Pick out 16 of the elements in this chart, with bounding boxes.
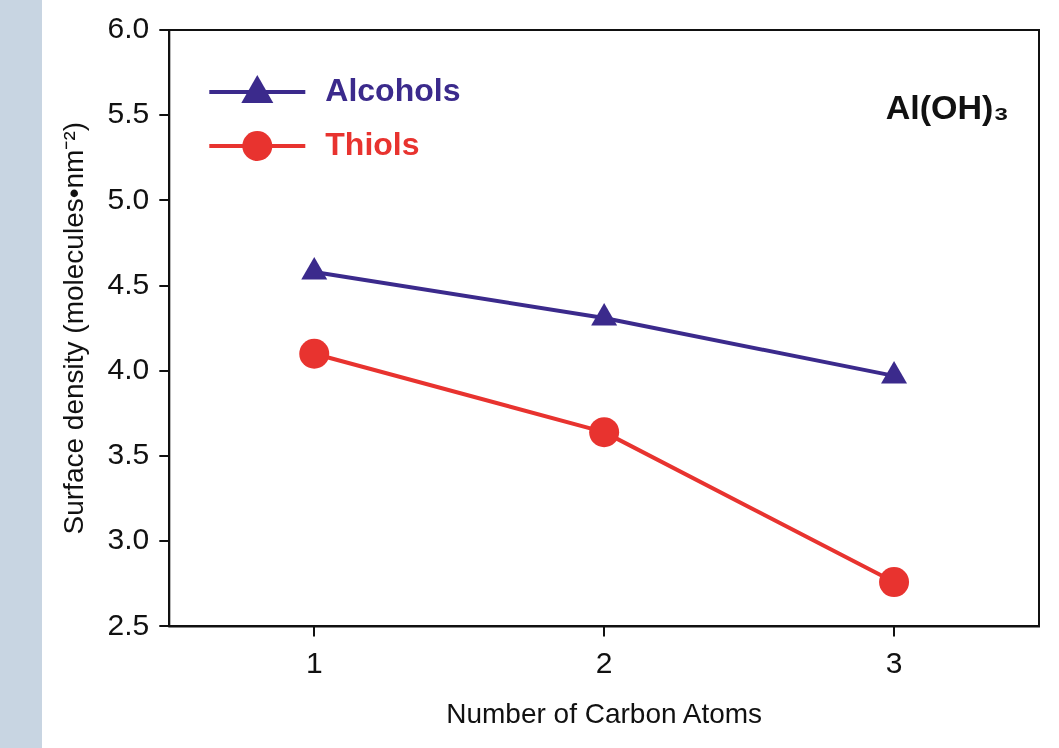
legend-label: Thiols xyxy=(325,125,420,162)
y-tick-label: 4.0 xyxy=(107,352,150,386)
annotation: Al(OH)₃ xyxy=(885,88,1009,127)
legend-label: Alcohols xyxy=(325,71,461,108)
x-tick-label: 2 xyxy=(595,645,613,679)
y-tick-label: 6.0 xyxy=(107,11,150,45)
y-tick-label: 5.0 xyxy=(107,181,150,215)
y-tick-label: 3.5 xyxy=(107,437,150,471)
y-axis-title: Surface density (molecules•nm⁻²) xyxy=(57,121,89,535)
y-tick-label: 4.5 xyxy=(107,266,150,300)
y-tick-label: 3.0 xyxy=(107,522,150,556)
x-axis-title: Number of Carbon Atoms xyxy=(446,697,763,729)
y-tick-label: 2.5 xyxy=(107,607,150,641)
x-tick-label: 3 xyxy=(885,645,903,679)
x-tick-label: 1 xyxy=(305,645,323,679)
y-tick-label: 5.5 xyxy=(107,96,150,130)
